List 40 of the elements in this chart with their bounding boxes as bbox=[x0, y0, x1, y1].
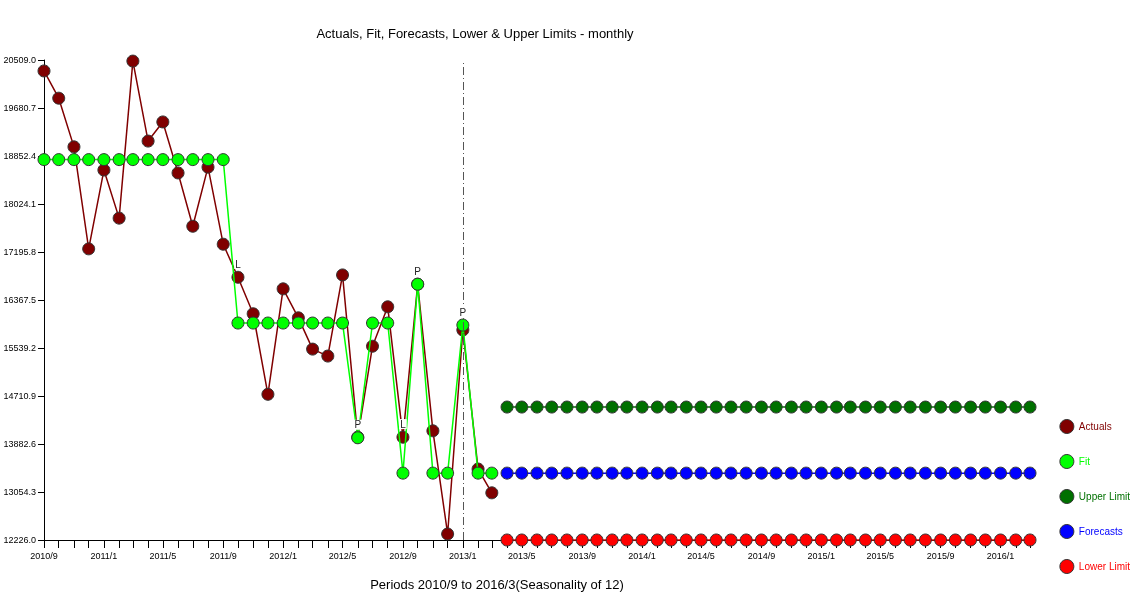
chart-title: Actuals, Fit, Forecasts, Lower & Upper Limits - monthly bbox=[316, 26, 635, 41]
legend-label: Upper Limit bbox=[1078, 491, 1131, 502]
y-tick-label: 17195.8 bbox=[3, 247, 36, 257]
annotation: P bbox=[354, 419, 362, 431]
annotation: P bbox=[414, 265, 422, 277]
x-tick-label: 2011/9 bbox=[209, 550, 237, 561]
y-tick-label: 12226.0 bbox=[3, 535, 36, 545]
legend-label: Lower Limit bbox=[1078, 561, 1131, 572]
x-tick-label: 2011/1 bbox=[90, 550, 118, 561]
x-tick-label: 2014/1 bbox=[628, 550, 656, 561]
x-tick-label: 2010/9 bbox=[30, 550, 58, 561]
y-tick-label: 18024.1 bbox=[3, 199, 36, 209]
x-tick-label: 2013/5 bbox=[508, 550, 536, 561]
x-tick-label: 2014/5 bbox=[687, 550, 715, 561]
legend-label: Forecasts bbox=[1078, 526, 1123, 537]
x-tick-label: 2016/1 bbox=[986, 550, 1015, 561]
annotation: L bbox=[235, 258, 242, 270]
x-tick-label: 2012/1 bbox=[269, 550, 297, 561]
x-tick-label: 2015/5 bbox=[866, 550, 894, 561]
y-tick-label: 16367.5 bbox=[3, 295, 36, 305]
x-tick-label: 2011/5 bbox=[149, 550, 177, 561]
x-axis-title: Periods 2010/9 to 2016/3(Seasonality of 12) bbox=[370, 577, 624, 592]
y-tick-label: 14710.9 bbox=[3, 391, 36, 401]
y-tick-label: 13054.3 bbox=[3, 487, 36, 497]
legend-label: Actuals bbox=[1078, 421, 1112, 432]
y-tick-label: 18852.4 bbox=[3, 151, 36, 161]
x-tick-label: 2015/9 bbox=[926, 550, 955, 561]
x-tick-label: 2014/9 bbox=[747, 550, 776, 561]
x-tick-label: 2012/9 bbox=[389, 550, 417, 561]
annotation: P bbox=[459, 306, 467, 318]
y-tick-label: 13882.6 bbox=[3, 439, 36, 449]
x-tick-label: 2013/9 bbox=[568, 550, 596, 561]
y-tick-label: 20509.0 bbox=[3, 55, 36, 65]
legend-label: Fit bbox=[1078, 456, 1091, 467]
y-tick-label: 19680.7 bbox=[3, 103, 36, 113]
x-tick-label: 2013/1 bbox=[449, 550, 477, 561]
y-tick-label: 15539.2 bbox=[3, 343, 36, 353]
annotation: L bbox=[400, 418, 407, 430]
x-tick-label: 2012/5 bbox=[328, 550, 357, 561]
x-tick-label: 2015/1 bbox=[807, 550, 836, 561]
